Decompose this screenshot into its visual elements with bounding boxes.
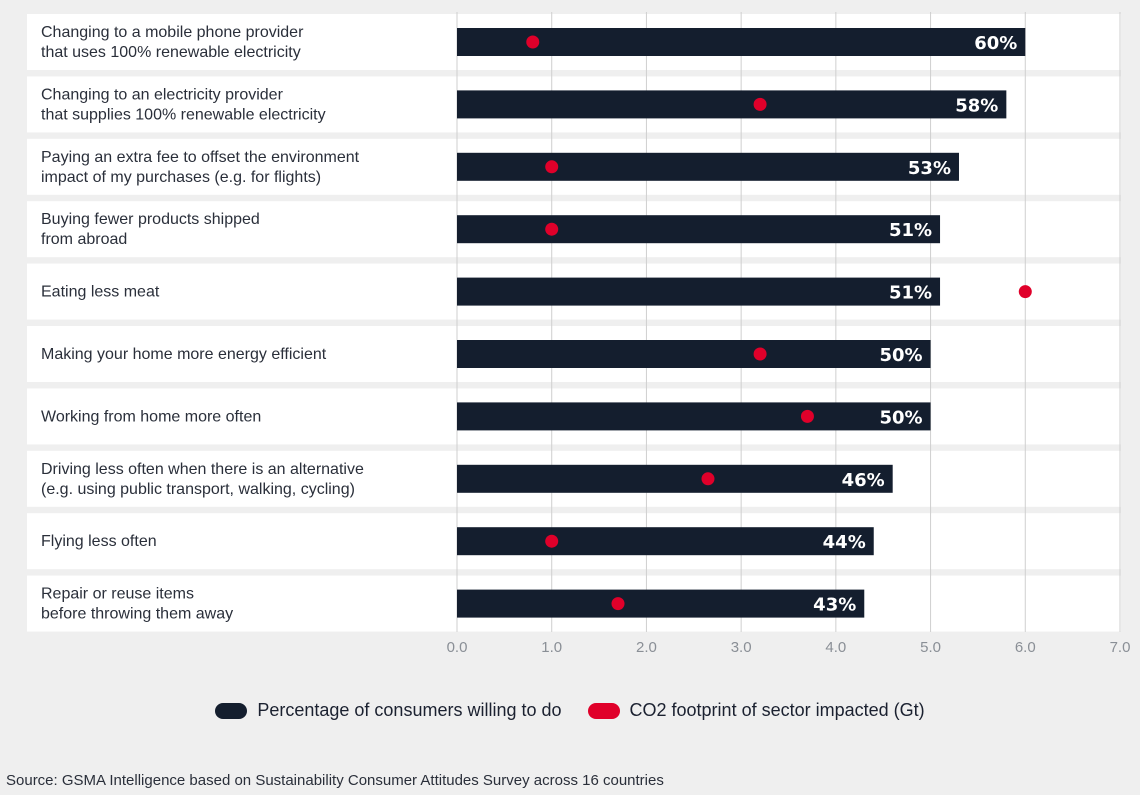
category-label: Eating less meat: [41, 284, 160, 301]
bar: [457, 215, 941, 244]
bar-value-label: 51%: [889, 220, 932, 241]
x-tick-label: 1.0: [541, 639, 562, 656]
x-tick-label: 7.0: [1110, 639, 1131, 656]
co2-dot: [800, 409, 814, 423]
x-tick-label: 0.0: [447, 639, 468, 656]
legend-label-dot: CO2 footprint of sector impacted (Gt): [629, 700, 925, 720]
category-label: Making your home more energy efficient: [41, 346, 327, 363]
chart: Changing to a mobile phone provider that …: [27, 12, 1131, 656]
bar: [457, 277, 941, 306]
co2-dot: [701, 472, 715, 486]
bar: [457, 402, 931, 431]
co2-dot: [545, 160, 559, 174]
bar-value-label: 46%: [842, 470, 885, 491]
legend-swatch-bar: [215, 702, 248, 719]
bar: [457, 90, 1007, 119]
bar-value-label: 50%: [879, 345, 922, 366]
co2-dot: [753, 347, 767, 361]
bar-value-label: 53%: [908, 158, 951, 179]
co2-dot: [753, 97, 767, 111]
x-tick-label: 2.0: [636, 639, 657, 656]
legend-item-dot: CO2 footprint of sector impacted (Gt): [587, 700, 925, 721]
co2-dot: [611, 597, 625, 611]
x-tick-label: 3.0: [731, 639, 752, 656]
bar: [457, 464, 893, 493]
co2-dot: [1018, 285, 1032, 299]
category-label: Flying less often: [41, 533, 157, 550]
category-label: Changing to a mobile phone provider that …: [41, 24, 304, 61]
category-label: Changing to an electricity provider that …: [41, 86, 326, 123]
category-label: Paying an extra fee to offset the enviro…: [41, 149, 360, 186]
legend-item-bar: Percentage of consumers willing to do: [215, 700, 562, 721]
bar-value-label: 58%: [955, 95, 998, 116]
legend-label-bar: Percentage of consumers willing to do: [257, 700, 562, 720]
category-label: Buying fewer products shipped from abroad: [41, 211, 260, 248]
bar-value-label: 50%: [879, 407, 922, 428]
co2-dot: [545, 222, 559, 236]
x-tick-label: 6.0: [1015, 639, 1036, 656]
bar: [457, 589, 865, 618]
x-tick-label: 4.0: [825, 639, 846, 656]
x-tick-label: 5.0: [920, 639, 941, 656]
legend-swatch-dot: [587, 702, 620, 719]
bar: [457, 152, 959, 181]
category-label: Driving less often when there is an alte…: [41, 461, 364, 498]
source-note: Source: GSMA Intelligence based on Susta…: [6, 772, 664, 789]
bar-value-label: 44%: [823, 532, 866, 553]
category-label: Working from home more often: [41, 408, 261, 425]
co2-dot: [545, 534, 559, 548]
bar-value-label: 60%: [974, 33, 1017, 54]
bar-value-label: 43%: [813, 595, 856, 616]
bar-value-label: 51%: [889, 283, 932, 304]
category-label: Repair or reuse items before throwing the…: [41, 586, 233, 623]
legend: Percentage of consumers willing to do CO…: [0, 700, 1140, 721]
bar: [457, 28, 1026, 56]
co2-dot: [526, 35, 540, 49]
bar: [457, 340, 931, 368]
bar: [457, 527, 874, 556]
